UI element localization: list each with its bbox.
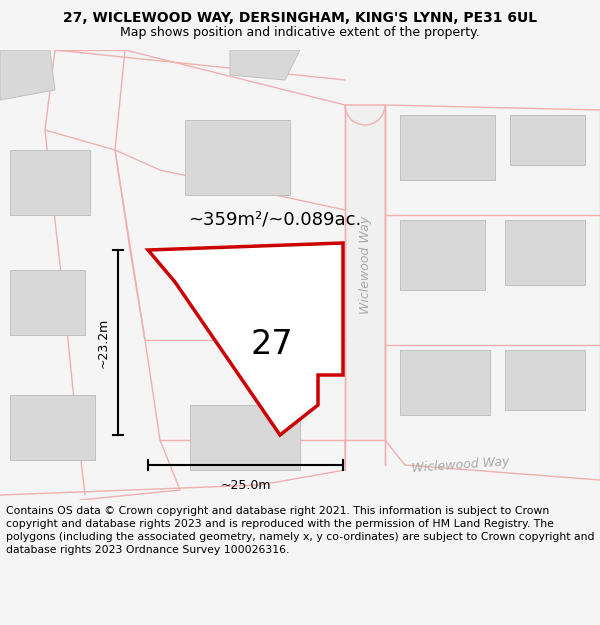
Text: 27: 27: [251, 329, 293, 361]
Bar: [400, 220, 485, 290]
Bar: [190, 405, 300, 470]
Polygon shape: [0, 50, 55, 100]
Polygon shape: [148, 243, 343, 435]
Polygon shape: [230, 50, 300, 80]
Bar: [400, 350, 490, 415]
Bar: [10, 150, 90, 215]
Text: ~359m²/~0.089ac.: ~359m²/~0.089ac.: [188, 211, 361, 229]
Text: Map shows position and indicative extent of the property.: Map shows position and indicative extent…: [120, 26, 480, 39]
Bar: [240, 270, 315, 350]
Text: Contains OS data © Crown copyright and database right 2021. This information is : Contains OS data © Crown copyright and d…: [6, 506, 595, 555]
Text: Wiclewood Way: Wiclewood Way: [359, 216, 371, 314]
Text: Wiclewood Way: Wiclewood Way: [410, 455, 509, 475]
Bar: [510, 115, 585, 165]
Text: 27, WICLEWOOD WAY, DERSINGHAM, KING'S LYNN, PE31 6UL: 27, WICLEWOOD WAY, DERSINGHAM, KING'S LY…: [63, 11, 537, 25]
Bar: [185, 120, 290, 195]
Bar: [505, 350, 585, 410]
Bar: [10, 270, 85, 335]
Bar: [400, 115, 495, 180]
Wedge shape: [345, 105, 385, 125]
Bar: [505, 220, 585, 285]
Bar: [345, 105, 385, 440]
Text: ~25.0m: ~25.0m: [220, 479, 271, 492]
Text: ~23.2m: ~23.2m: [97, 318, 110, 368]
Bar: [10, 395, 95, 460]
